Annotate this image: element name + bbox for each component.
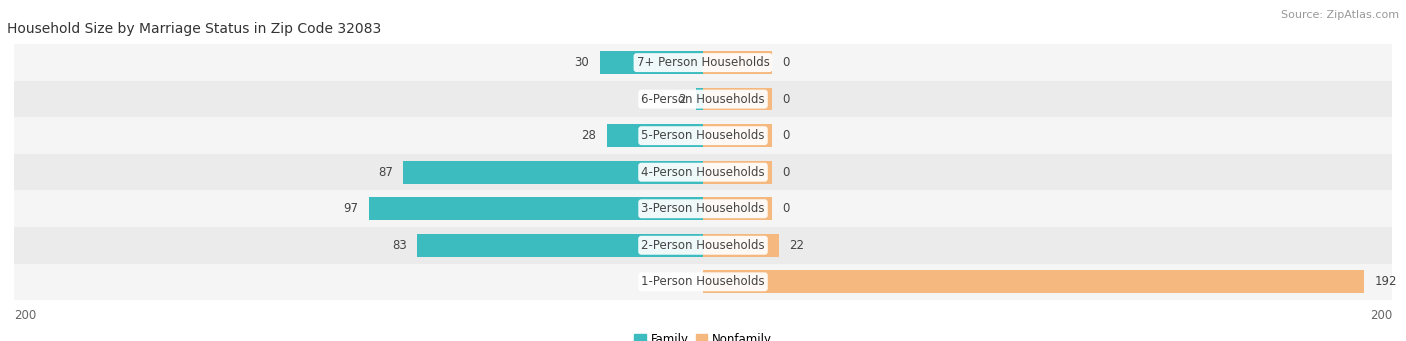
Text: 6-Person Households: 6-Person Households bbox=[641, 93, 765, 106]
Text: 97: 97 bbox=[343, 202, 359, 215]
Text: 83: 83 bbox=[392, 239, 406, 252]
Bar bbox=[703, 270, 1364, 293]
Text: 30: 30 bbox=[575, 56, 589, 69]
Legend: Family, Nonfamily: Family, Nonfamily bbox=[630, 328, 776, 341]
Bar bbox=[703, 124, 772, 147]
Bar bbox=[599, 51, 703, 74]
Text: 5-Person Households: 5-Person Households bbox=[641, 129, 765, 142]
Bar bbox=[14, 154, 1392, 191]
Text: 4-Person Households: 4-Person Households bbox=[641, 166, 765, 179]
Bar bbox=[696, 88, 703, 110]
Text: 3-Person Households: 3-Person Households bbox=[641, 202, 765, 215]
Text: 0: 0 bbox=[782, 56, 790, 69]
Text: 200: 200 bbox=[1369, 309, 1392, 322]
Bar bbox=[14, 264, 1392, 300]
Bar bbox=[14, 117, 1392, 154]
Bar bbox=[14, 227, 1392, 264]
Bar bbox=[703, 234, 779, 257]
Bar bbox=[703, 88, 772, 110]
Text: 1-Person Households: 1-Person Households bbox=[641, 275, 765, 288]
Text: 2: 2 bbox=[678, 93, 686, 106]
Text: 28: 28 bbox=[581, 129, 596, 142]
Bar bbox=[703, 51, 772, 74]
Text: Source: ZipAtlas.com: Source: ZipAtlas.com bbox=[1281, 10, 1399, 20]
Text: 0: 0 bbox=[782, 202, 790, 215]
Bar bbox=[368, 197, 703, 220]
Text: Household Size by Marriage Status in Zip Code 32083: Household Size by Marriage Status in Zip… bbox=[7, 22, 381, 36]
Text: 22: 22 bbox=[789, 239, 804, 252]
Text: 87: 87 bbox=[378, 166, 392, 179]
Bar bbox=[418, 234, 703, 257]
Bar bbox=[606, 124, 703, 147]
Text: 0: 0 bbox=[782, 129, 790, 142]
Bar bbox=[703, 161, 772, 183]
Bar bbox=[14, 81, 1392, 117]
Bar bbox=[404, 161, 703, 183]
Text: 192: 192 bbox=[1375, 275, 1398, 288]
Text: 200: 200 bbox=[14, 309, 37, 322]
Bar bbox=[14, 191, 1392, 227]
Text: 7+ Person Households: 7+ Person Households bbox=[637, 56, 769, 69]
Text: 0: 0 bbox=[782, 166, 790, 179]
Text: 0: 0 bbox=[782, 93, 790, 106]
Bar bbox=[14, 44, 1392, 81]
Text: 2-Person Households: 2-Person Households bbox=[641, 239, 765, 252]
Bar bbox=[703, 197, 772, 220]
